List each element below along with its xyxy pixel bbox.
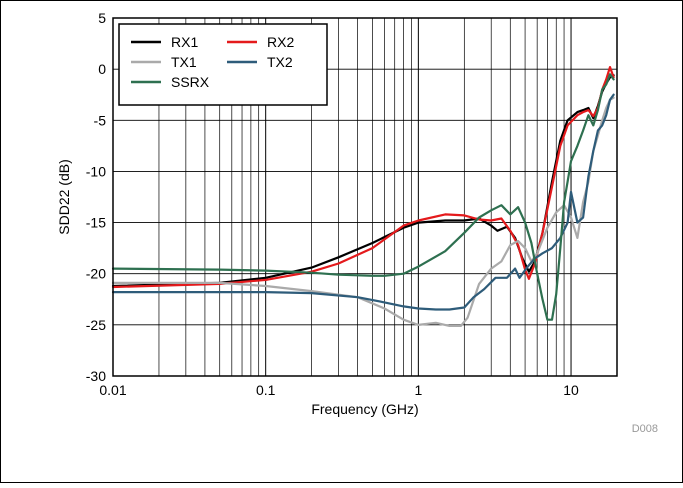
x-tick-label: 0.1 [256, 382, 276, 398]
legend-label-rx2: RX2 [267, 34, 294, 50]
y-tick-label: 0 [98, 61, 106, 77]
y-tick-label: 5 [98, 10, 106, 26]
x-axis-label: Frequency (GHz) [311, 401, 418, 417]
legend-label-ssrx: SSRX [171, 74, 210, 90]
legend-label-tx1: TX1 [171, 54, 197, 70]
tick-labels: 5 0 -5 -10 -15 -20 -25 -300.01 0.1 1 10 [86, 10, 579, 398]
y-tick-label: -5 [94, 112, 107, 128]
series-line-ssrx [111, 73, 615, 321]
series-line-tx2 [111, 93, 615, 311]
y-tick-label: -30 [86, 368, 106, 384]
y-tick-label: -25 [86, 317, 106, 333]
legend-label-tx2: TX2 [267, 54, 293, 70]
figure-id-annotation: D008 [632, 423, 658, 435]
x-tick-label: 10 [563, 382, 579, 398]
x-tick-label: 1 [414, 382, 422, 398]
legend-label-rx1: RX1 [171, 34, 198, 50]
series-lines [111, 66, 615, 327]
legend: RX1 TX1 SSRX RX2 TX2 [118, 23, 328, 106]
y-tick-label: -10 [86, 163, 106, 179]
y-tick-label: -20 [86, 266, 106, 282]
plot-area-border [112, 17, 618, 377]
legend-box [118, 23, 328, 106]
x-tick-label: 0.01 [99, 382, 126, 398]
y-tick-label: -15 [86, 215, 106, 231]
y-axis-label: SDD22 (dB) [56, 159, 72, 234]
